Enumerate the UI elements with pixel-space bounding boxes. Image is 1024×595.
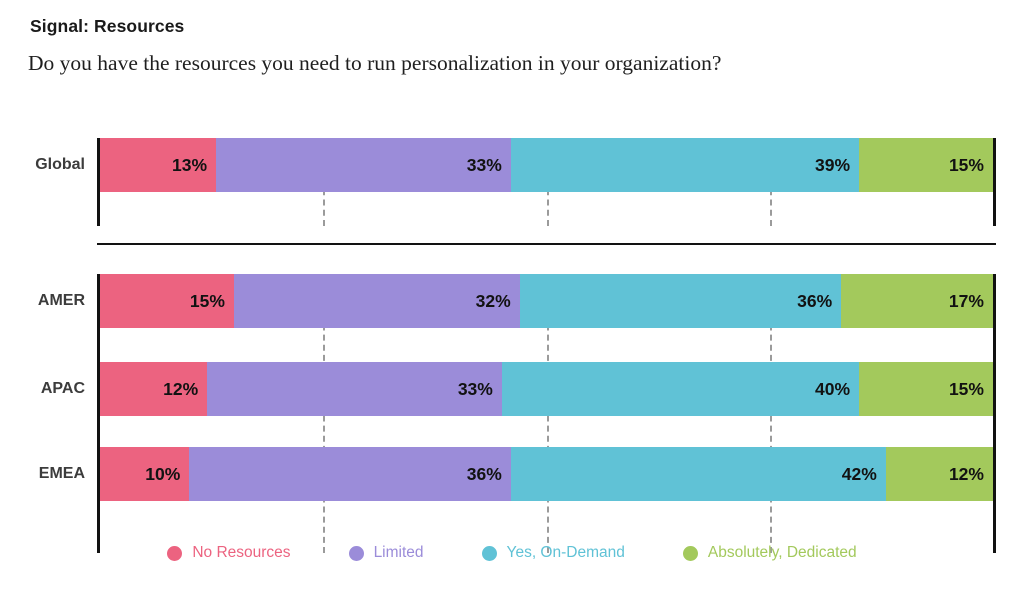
segment-value-label: 15% xyxy=(189,290,225,311)
legend-dot-icon xyxy=(167,545,183,561)
legend-dot-icon xyxy=(481,545,497,561)
segment-value-label: 36% xyxy=(797,290,833,311)
category-label-amer: AMER xyxy=(37,292,85,309)
bar-segment: 33% xyxy=(207,362,502,416)
stacked-bar-global: 13% 33% 39% 15% xyxy=(100,138,993,192)
bar-segment: 10% xyxy=(100,447,190,501)
survey-question: Do you have the resources you need to ru… xyxy=(28,51,722,75)
chart-row-amer: AMER 15% 32% 36% 17% xyxy=(38,274,993,328)
chart-group-regions: AMER 15% 32% 36% 17% APAC 12% 33% 40% 15% EMEA 10% 3… xyxy=(38,274,996,553)
segment-value-label: 36% xyxy=(466,463,502,484)
segment-value-label: 13% xyxy=(172,154,208,175)
legend-item: Limited xyxy=(348,544,424,562)
segment-value-label: 12% xyxy=(948,463,984,484)
chart-row-emea: EMEA 10% 36% 42% 12% xyxy=(39,447,993,501)
segment-value-label: 40% xyxy=(815,378,851,399)
bar-segment: 33% xyxy=(216,138,511,192)
legend-item: No Resources xyxy=(167,544,291,562)
bar-segment: 17% xyxy=(841,274,993,328)
bar-segment: 32% xyxy=(233,274,520,328)
legend-label: Yes, On-Demand xyxy=(506,544,625,561)
bar-segment: 40% xyxy=(501,362,860,416)
bar-segment: 15% xyxy=(859,362,993,416)
segment-value-label: 42% xyxy=(841,463,877,484)
legend-item: Yes, On-Demand xyxy=(481,544,625,562)
segment-value-label: 33% xyxy=(457,378,493,399)
segment-value-label: 39% xyxy=(815,154,851,175)
legend-label: No Resources xyxy=(192,544,291,561)
bar-segment: 15% xyxy=(859,138,993,192)
legend-label: Absolutely, Dedicated xyxy=(707,544,857,561)
segment-value-label: 15% xyxy=(948,378,984,399)
chart-legend: No Resources Limited Yes, On-Demand Absolut… xyxy=(0,544,1024,562)
resources-stacked-bar-chart: Global 13% 33% 39% 15% AMER 15% 32% 36% 17% APAC 1… xyxy=(35,122,996,553)
category-label-apac: APAC xyxy=(40,380,85,397)
chart-row-apac: APAC 12% 33% 40% 15% xyxy=(41,362,993,416)
segment-value-label: 17% xyxy=(948,290,984,311)
segment-value-label: 10% xyxy=(145,463,181,484)
bar-segment: 13% xyxy=(100,138,217,192)
chart-header: Signal: Resources Do you have the resour… xyxy=(0,0,1024,76)
page-title: Signal: Resources xyxy=(30,16,185,36)
stacked-bar-emea: 10% 36% 42% 12% xyxy=(100,447,993,501)
legend-dot-icon xyxy=(348,545,364,561)
segment-value-label: 12% xyxy=(163,378,199,399)
chart-group-global: Global 13% 33% 39% 15% xyxy=(35,138,996,226)
segment-value-label: 15% xyxy=(948,154,984,175)
bar-segment: 36% xyxy=(519,274,842,328)
bar-segment: 36% xyxy=(189,447,511,501)
category-label-global: Global xyxy=(35,156,85,173)
legend-dot-icon xyxy=(682,545,698,561)
legend-label: Limited xyxy=(373,544,424,561)
bar-segment: 12% xyxy=(100,362,208,416)
bar-segment: 42% xyxy=(510,447,886,501)
segment-value-label: 33% xyxy=(466,154,502,175)
bar-segment: 15% xyxy=(100,274,234,328)
category-label-emea: EMEA xyxy=(38,465,85,482)
bar-segment: 12% xyxy=(885,447,993,501)
chart-row-global: Global 13% 33% 39% 15% xyxy=(35,138,993,192)
segment-value-label: 32% xyxy=(475,290,511,311)
stacked-bar-amer: 15% 32% 36% 17% xyxy=(100,274,993,328)
stacked-bar-apac: 12% 33% 40% 15% xyxy=(100,362,993,416)
bar-segment: 39% xyxy=(510,138,860,192)
legend-item: Absolutely, Dedicated xyxy=(682,544,857,562)
group-separator-line xyxy=(97,243,996,245)
